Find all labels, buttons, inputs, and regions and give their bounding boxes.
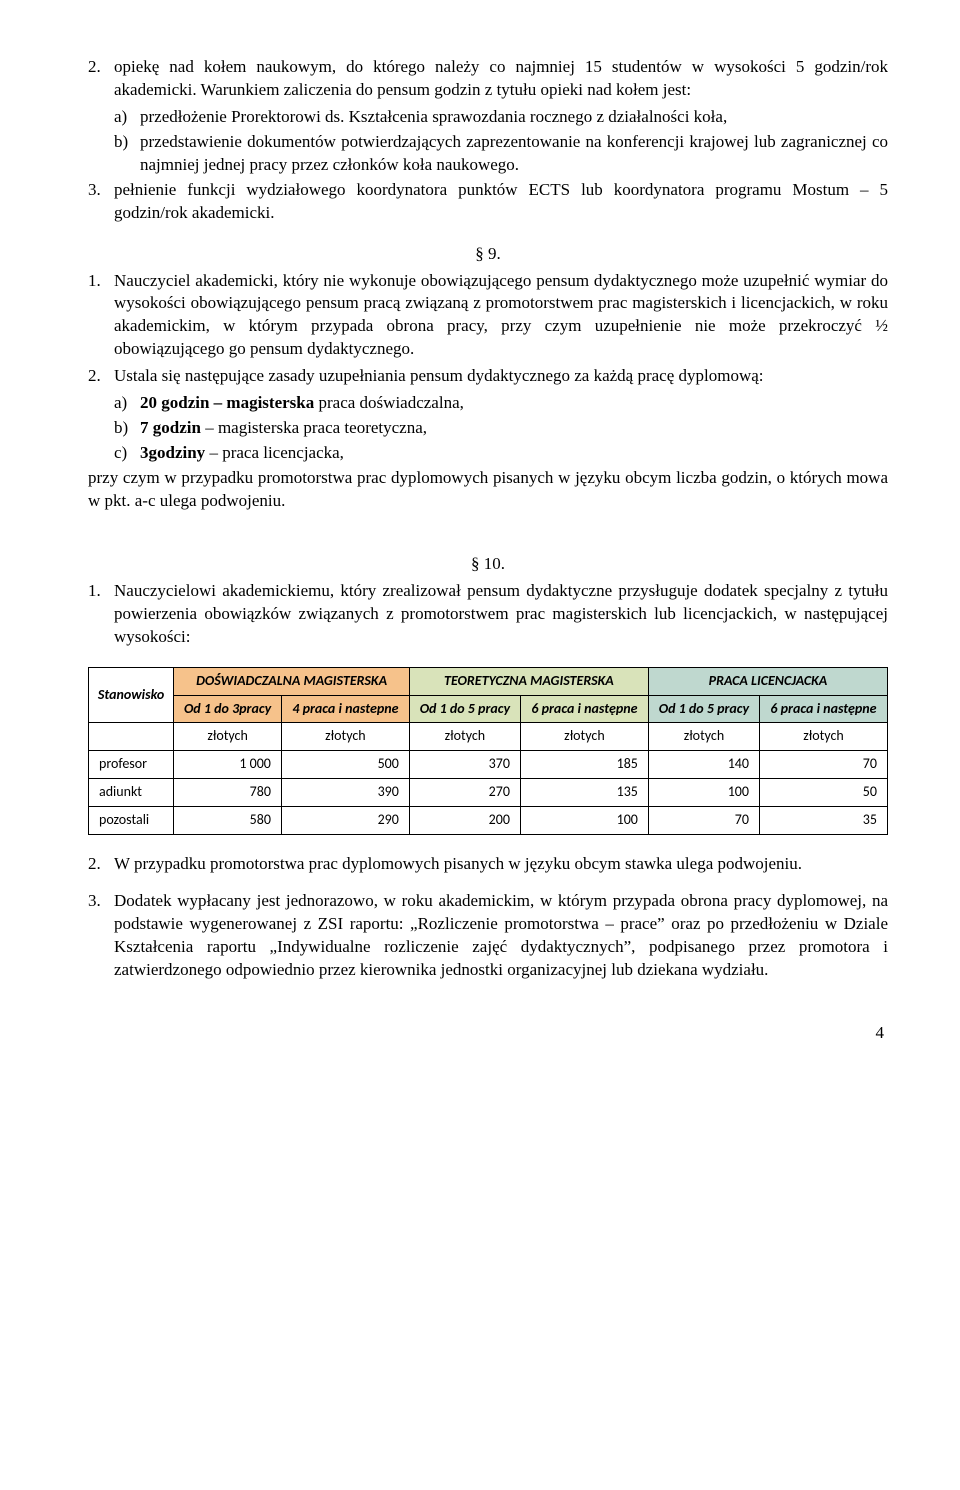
sec9-subitem-c: c) 3godziny – praca licencjacka, — [88, 442, 888, 465]
list-text: Dodatek wypłacany jest jednorazowo, w ro… — [114, 890, 888, 982]
cell: 50 — [759, 779, 887, 807]
list-text: Ustala się następujące zasady uzupełnian… — [114, 365, 888, 388]
list-number: 2. — [88, 365, 114, 388]
unit-cell: złotych — [759, 723, 887, 751]
table-row: profesor 1 000 500 370 185 140 70 — [89, 751, 888, 779]
sec9-tail-paragraph: przy czym w przypadku promotorstwa prac … — [88, 467, 888, 513]
col-group-doswiadczalna: DOŚWIADCZALNA MAGISTERSKA — [174, 667, 410, 695]
row-label: pozostali — [89, 807, 174, 835]
cell: 35 — [759, 807, 887, 835]
list-number: 1. — [88, 270, 114, 362]
sub-text: 3godziny – praca licencjacka, — [140, 442, 888, 465]
list-text: pełnienie funkcji wydziałowego koordynat… — [114, 179, 888, 225]
col-group-licencjacka: PRACA LICENCJACKA — [648, 667, 887, 695]
list-text: W przypadku promotorstwa prac dyplomowyc… — [114, 853, 888, 876]
sub-number: c) — [114, 442, 140, 465]
cell: 135 — [520, 779, 648, 807]
list-number: 3. — [88, 179, 114, 225]
page-number: 4 — [88, 1022, 888, 1045]
cell: 390 — [281, 779, 409, 807]
list-number: 3. — [88, 890, 114, 982]
row-label: profesor — [89, 751, 174, 779]
list-subitem-2b: b) przedstawienie dokumentów potwierdzaj… — [88, 131, 888, 177]
sub-number: b) — [114, 417, 140, 440]
cell: 580 — [174, 807, 282, 835]
unit-cell-empty — [89, 723, 174, 751]
section-heading-9: § 9. — [88, 243, 888, 266]
sec9-item-2: 2. Ustala się następujące zasady uzupełn… — [88, 365, 888, 388]
cell: 100 — [648, 779, 759, 807]
sec10-item-1: 1. Nauczycielowi akademickiemu, który zr… — [88, 580, 888, 649]
list-subitem-2a: a) przedłożenie Prorektorowi ds. Kształc… — [88, 106, 888, 129]
unit-cell: złotych — [520, 723, 648, 751]
list-number: 2. — [88, 56, 114, 102]
sec10-item-3: 3. Dodatek wypłacany jest jednorazowo, w… — [88, 890, 888, 982]
row-label: adiunkt — [89, 779, 174, 807]
col-sub: 4 praca i nastepne — [281, 695, 409, 723]
sub-text: 20 godzin – magisterska praca doświadcza… — [140, 392, 888, 415]
col-stanowisko: Stanowisko — [89, 667, 174, 723]
cell: 290 — [281, 807, 409, 835]
list-text: opiekę nad kołem naukowym, do którego na… — [114, 56, 888, 102]
table-unit-row: złotych złotych złotych złotych złotych … — [89, 723, 888, 751]
cell: 140 — [648, 751, 759, 779]
sec9-subitem-b: b) 7 godzin – magisterska praca teoretyc… — [88, 417, 888, 440]
unit-cell: złotych — [409, 723, 520, 751]
sub-text: 7 godzin – magisterska praca teoretyczna… — [140, 417, 888, 440]
list-number: 2. — [88, 853, 114, 876]
cell: 185 — [520, 751, 648, 779]
unit-cell: złotych — [174, 723, 282, 751]
col-group-teoretyczna: TEORETYCZNA MAGISTERSKA — [409, 667, 648, 695]
list-text: Nauczyciel akademicki, który nie wykonuj… — [114, 270, 888, 362]
cell: 70 — [759, 751, 887, 779]
cell: 370 — [409, 751, 520, 779]
sub-number: a) — [114, 392, 140, 415]
cell: 780 — [174, 779, 282, 807]
col-sub: 6 praca i następne — [759, 695, 887, 723]
table-row: pozostali 580 290 200 100 70 35 — [89, 807, 888, 835]
cell: 270 — [409, 779, 520, 807]
cell: 1 000 — [174, 751, 282, 779]
list-item-2: 2. opiekę nad kołem naukowym, do którego… — [88, 56, 888, 102]
table-header-row-1: Stanowisko DOŚWIADCZALNA MAGISTERSKA TEO… — [89, 667, 888, 695]
unit-cell: złotych — [648, 723, 759, 751]
sec9-subitem-a: a) 20 godzin – magisterska praca doświad… — [88, 392, 888, 415]
col-sub: Od 1 do 5 pracy — [648, 695, 759, 723]
sub-text: przedłożenie Prorektorowi ds. Kształceni… — [140, 106, 888, 129]
col-sub: 6 praca i następne — [520, 695, 648, 723]
list-number: 1. — [88, 580, 114, 649]
sub-number: a) — [114, 106, 140, 129]
cell: 500 — [281, 751, 409, 779]
unit-cell: złotych — [281, 723, 409, 751]
col-sub: Od 1 do 5 pracy — [409, 695, 520, 723]
rates-table: Stanowisko DOŚWIADCZALNA MAGISTERSKA TEO… — [88, 667, 888, 835]
cell: 100 — [520, 807, 648, 835]
sec10-item-2: 2. W przypadku promotorstwa prac dyplomo… — [88, 853, 888, 876]
sub-number: b) — [114, 131, 140, 177]
sec9-item-1: 1. Nauczyciel akademicki, który nie wyko… — [88, 270, 888, 362]
list-item-3: 3. pełnienie funkcji wydziałowego koordy… — [88, 179, 888, 225]
section-heading-10: § 10. — [88, 553, 888, 576]
sub-text: przedstawienie dokumentów potwierdzający… — [140, 131, 888, 177]
cell: 70 — [648, 807, 759, 835]
table-row: adiunkt 780 390 270 135 100 50 — [89, 779, 888, 807]
table-header-row-2: Od 1 do 3pracy 4 praca i nastepne Od 1 d… — [89, 695, 888, 723]
list-text: Nauczycielowi akademickiemu, który zreal… — [114, 580, 888, 649]
col-sub: Od 1 do 3pracy — [174, 695, 282, 723]
cell: 200 — [409, 807, 520, 835]
